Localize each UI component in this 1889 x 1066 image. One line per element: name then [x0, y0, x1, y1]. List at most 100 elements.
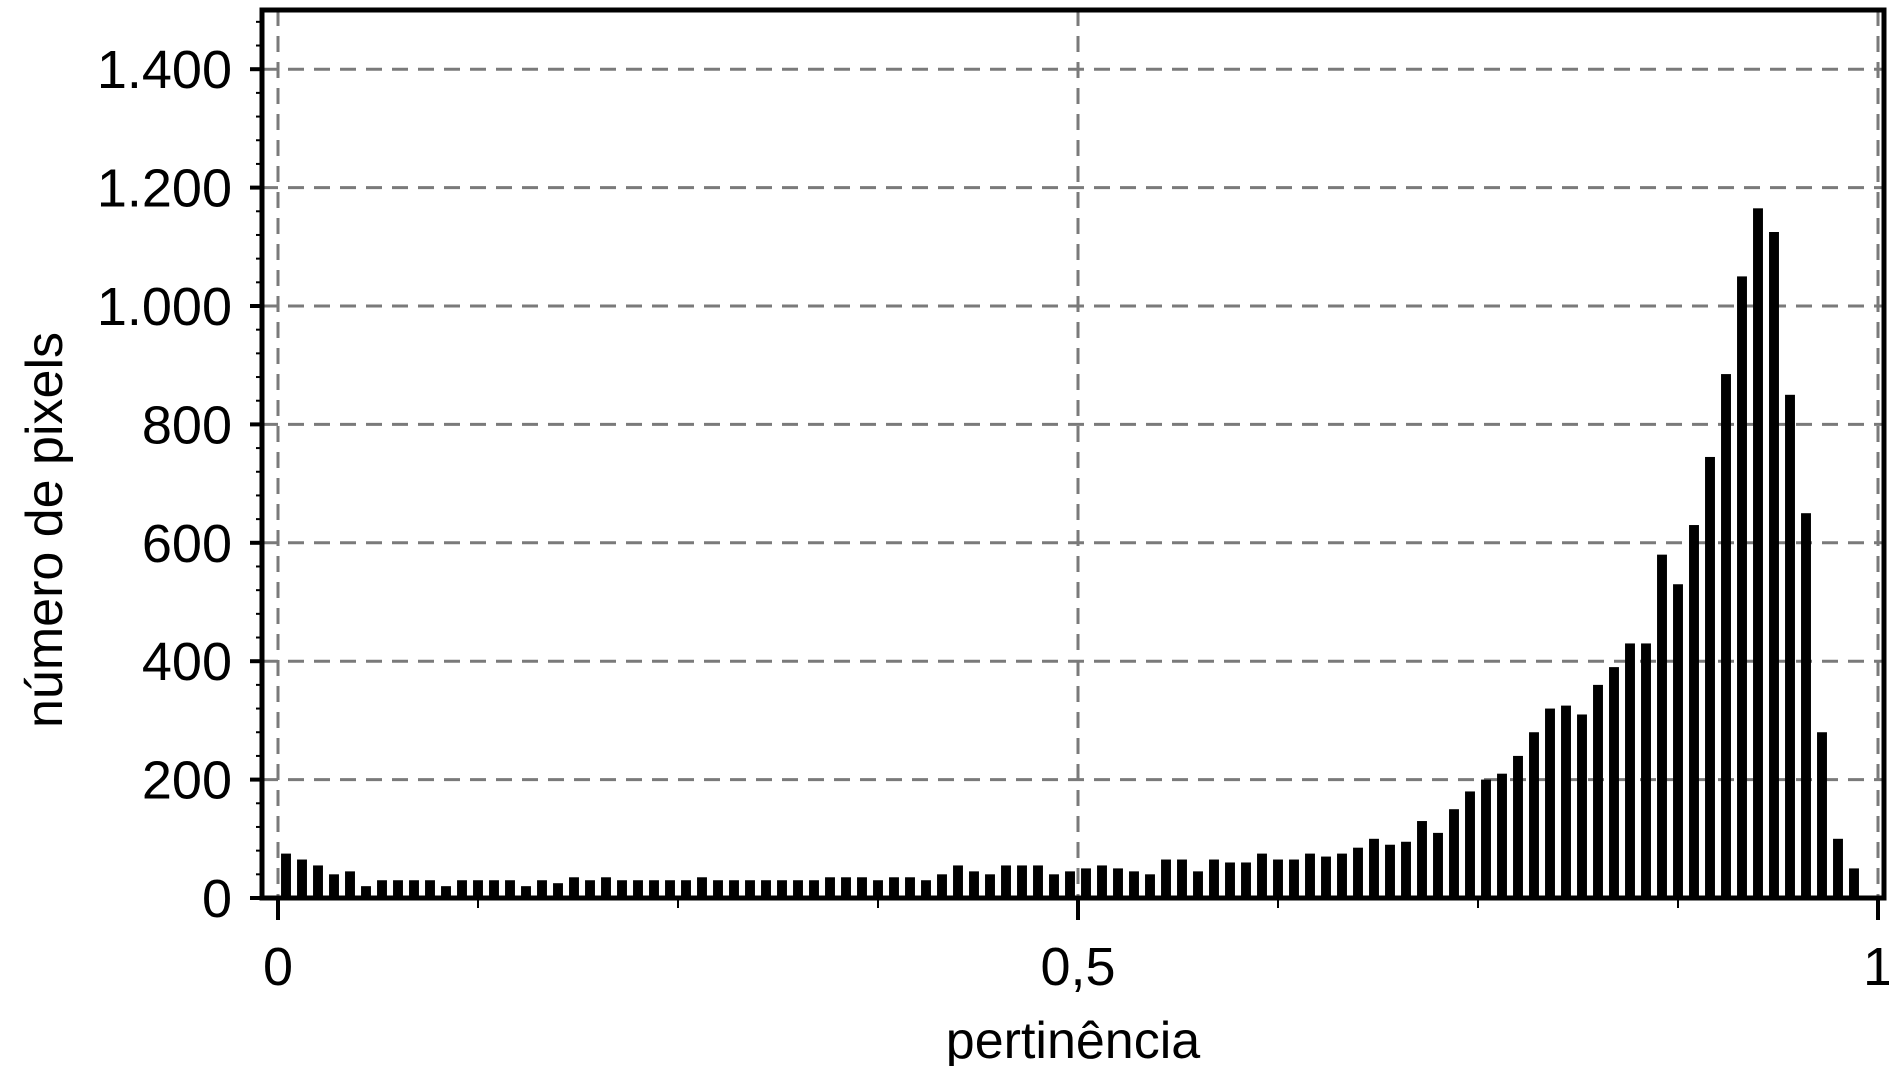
y-tick-label: 400 — [142, 632, 232, 692]
histogram-bar — [1369, 838, 1379, 898]
histogram-bar — [1833, 838, 1843, 898]
y-tick-label: 800 — [142, 395, 232, 455]
histogram-bar — [1001, 865, 1011, 898]
histogram-bar — [1545, 708, 1555, 898]
y-tick-label: 1.400 — [97, 40, 232, 100]
x-tick-label: 0,5 — [1040, 937, 1115, 997]
histogram-bar — [617, 880, 627, 898]
y-tick-label: 0 — [202, 869, 232, 929]
histogram-bar — [649, 880, 659, 898]
histogram-bar — [809, 880, 819, 898]
histogram-bar — [825, 877, 835, 898]
histogram-bar — [921, 880, 931, 898]
histogram-bar — [297, 859, 307, 898]
histogram-bar — [1241, 862, 1251, 898]
y-tick-label: 1.000 — [97, 277, 232, 337]
histogram-bar — [1657, 554, 1667, 898]
histogram-bar — [1817, 732, 1827, 898]
bar-series — [281, 208, 1859, 899]
histogram-bar — [1529, 732, 1539, 898]
histogram-bar — [1497, 773, 1507, 898]
histogram-bar — [1321, 856, 1331, 898]
y-axis-title: número de pixels — [16, 332, 74, 728]
histogram-bar — [393, 880, 403, 898]
histogram-bar — [345, 871, 355, 898]
histogram-bar — [601, 877, 611, 898]
histogram-bar — [489, 880, 499, 898]
histogram-bar — [281, 853, 291, 898]
histogram-bar — [665, 880, 675, 898]
histogram-bar — [1113, 868, 1123, 898]
histogram-bar — [713, 880, 723, 898]
y-tick-label: 1.200 — [97, 159, 232, 219]
histogram-bar — [473, 880, 483, 898]
histogram-bar — [1673, 584, 1683, 898]
histogram-bar — [569, 877, 579, 898]
histogram-bar — [1129, 871, 1139, 898]
y-axis: 0 200 400 600 800 1.000 1.200 1.400 — [97, 20, 262, 929]
histogram-bar — [1449, 809, 1459, 898]
histogram-bar — [1769, 232, 1779, 898]
histogram-bar — [1609, 667, 1619, 898]
histogram-bar — [505, 880, 515, 898]
histogram-bar — [1049, 874, 1059, 898]
histogram-bar — [553, 883, 563, 898]
histogram-bar — [681, 880, 691, 898]
histogram-bar — [937, 874, 947, 898]
histogram-bar — [889, 877, 899, 898]
grid-lines — [262, 10, 1884, 898]
histogram-bar — [729, 880, 739, 898]
histogram-bar — [1849, 868, 1859, 898]
y-tick-label: 200 — [142, 751, 232, 811]
histogram-bar — [841, 877, 851, 898]
histogram-bar — [1289, 859, 1299, 898]
x-tick-label: 1 — [1863, 937, 1889, 997]
histogram-bar — [1385, 844, 1395, 898]
histogram-bar — [1465, 791, 1475, 898]
histogram-bar — [537, 880, 547, 898]
histogram-bar — [409, 880, 419, 898]
histogram-bar — [457, 880, 467, 898]
histogram-bar — [1033, 865, 1043, 898]
histogram-bar — [1257, 853, 1267, 898]
histogram-bar — [1065, 871, 1075, 898]
histogram-bar — [745, 880, 755, 898]
x-axis-title: pertinência — [946, 1012, 1200, 1066]
histogram-bar — [953, 865, 963, 898]
histogram-bar — [1337, 853, 1347, 898]
histogram-bar — [1625, 643, 1635, 898]
histogram-bar — [1097, 865, 1107, 898]
histogram-bar — [1689, 525, 1699, 898]
histogram-bar — [521, 886, 531, 898]
histogram-bar — [1561, 705, 1571, 898]
histogram-bar — [1193, 871, 1203, 898]
histogram-bar — [1401, 841, 1411, 898]
histogram-bar — [1705, 456, 1715, 898]
histogram-bar — [793, 880, 803, 898]
histogram-bar — [441, 886, 451, 898]
histogram-bar — [697, 877, 707, 898]
histogram-bar — [969, 871, 979, 898]
histogram-bar — [377, 880, 387, 898]
y-tick-label: 600 — [142, 514, 232, 574]
histogram-bar — [1481, 779, 1491, 898]
x-tick-label: 0 — [263, 937, 293, 997]
histogram-bar — [1577, 714, 1587, 898]
histogram-bar — [1721, 374, 1731, 899]
histogram-bar — [1145, 874, 1155, 898]
histogram-bar — [905, 877, 915, 898]
histogram-bar — [1513, 755, 1523, 898]
histogram-bar — [585, 880, 595, 898]
histogram-bar — [985, 874, 995, 898]
histogram-bar — [1225, 862, 1235, 898]
histogram-bar — [329, 874, 339, 898]
histogram-bar — [425, 880, 435, 898]
histogram-bar — [1017, 865, 1027, 898]
histogram-bar — [1209, 859, 1219, 898]
histogram-bar — [1177, 859, 1187, 898]
histogram-bar — [761, 880, 771, 898]
histogram-bar — [1801, 513, 1811, 898]
histogram-bar — [857, 877, 867, 898]
histogram-bar — [1161, 859, 1171, 898]
